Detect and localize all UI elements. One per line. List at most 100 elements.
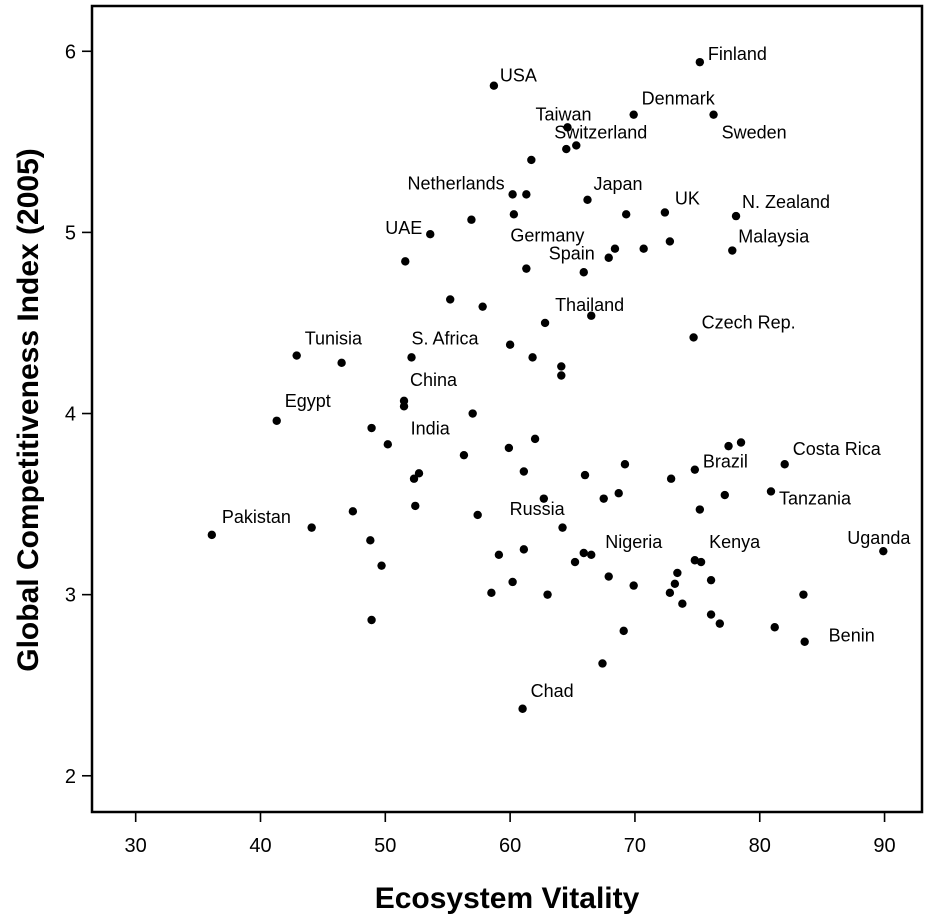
point-label: Uganda	[847, 528, 911, 548]
data-point	[689, 333, 698, 342]
data-point	[731, 211, 741, 221]
point-label: S. Africa	[412, 328, 480, 348]
data-point	[695, 57, 705, 67]
data-point	[587, 311, 596, 320]
data-point	[527, 155, 536, 165]
data-point	[720, 490, 729, 500]
data-point	[518, 704, 527, 713]
point-label: Egypt	[285, 391, 331, 411]
point-label: Netherlands	[408, 173, 505, 193]
x-axis: 30 40 50 60 70 80 90	[125, 812, 896, 857]
x-tick-label: 60	[499, 835, 521, 857]
data-point	[557, 362, 566, 371]
plot-frame	[90, 4, 924, 814]
data-point	[487, 588, 496, 598]
data-point	[678, 599, 687, 608]
point-label: Sweden	[722, 123, 787, 143]
data-point	[639, 244, 648, 253]
data-point	[377, 561, 386, 570]
data-point	[660, 208, 670, 217]
data-point	[728, 246, 737, 255]
data-point	[528, 353, 537, 362]
point-label: N. Zealand	[742, 192, 830, 212]
data-point	[489, 81, 499, 90]
data-point	[272, 416, 281, 425]
data-point	[800, 637, 809, 646]
data-point	[383, 440, 393, 449]
data-point	[307, 523, 316, 532]
data-point	[563, 123, 572, 132]
data-point	[670, 579, 680, 588]
point-label: Germany	[510, 226, 584, 246]
data-point	[620, 460, 630, 469]
data-point	[572, 141, 581, 150]
x-tick-label: 30	[125, 835, 147, 857]
data-point	[509, 210, 519, 219]
data-point	[543, 590, 552, 599]
data-point	[604, 253, 613, 262]
data-point	[583, 195, 592, 205]
data-point	[696, 557, 706, 567]
data-point	[539, 494, 549, 503]
point-label: India	[411, 419, 451, 439]
point-label: Chad	[531, 681, 574, 701]
data-point	[399, 396, 409, 406]
data-point	[706, 610, 716, 619]
data-point	[621, 210, 631, 219]
y-tick-label: 6	[65, 41, 76, 63]
y-tick-label: 5	[65, 222, 76, 244]
data-point	[665, 237, 675, 246]
x-tick-label: 80	[749, 835, 771, 857]
point-label: Spain	[549, 243, 595, 263]
data-point	[766, 487, 776, 496]
y-tick-label: 3	[65, 585, 76, 607]
data-point	[504, 443, 514, 453]
data-point	[467, 215, 476, 224]
data-point	[367, 423, 376, 433]
point-label: Nigeria	[605, 532, 663, 552]
x-tick-label: 90	[873, 835, 895, 857]
point-label: UK	[675, 188, 700, 208]
data-point	[411, 501, 420, 511]
data-point	[426, 230, 435, 239]
y-tick-label: 2	[65, 766, 76, 788]
data-point	[780, 460, 789, 469]
data-point	[579, 268, 588, 277]
point-label: China	[410, 370, 458, 390]
point-label: Kenya	[709, 532, 761, 552]
data-point	[695, 505, 705, 514]
data-point	[715, 619, 725, 628]
data-point	[558, 523, 567, 532]
point-label: Tanzania	[779, 488, 852, 508]
data-point	[587, 550, 596, 560]
data-point	[409, 474, 419, 483]
point-label: Denmark	[642, 89, 716, 109]
point-label: Benin	[829, 626, 875, 646]
point-label: Tunisia	[305, 329, 363, 349]
point-labels: Finland USA Denmark Sweden TaiwanSwitzerland…	[222, 44, 912, 701]
point-label: Taiwan	[536, 104, 592, 124]
data-point	[562, 144, 571, 154]
x-tick-label: 70	[624, 835, 646, 857]
data-point	[348, 507, 358, 516]
point-label: Russia	[510, 499, 566, 519]
point-label: Switzerland	[554, 122, 647, 142]
data-point	[366, 536, 375, 545]
point-label: USA	[500, 66, 537, 86]
data-point	[598, 659, 607, 668]
point-label: Malaysia	[738, 227, 810, 247]
data-point	[459, 450, 469, 460]
data-point	[292, 351, 301, 360]
data-point	[724, 441, 733, 451]
data-point	[666, 474, 676, 483]
point-label: Japan	[594, 174, 643, 194]
y-tick-label: 4	[65, 404, 76, 426]
point-label: Brazil	[703, 452, 748, 472]
data-point	[407, 353, 416, 362]
data-point	[673, 568, 682, 578]
point-label: Thailand	[555, 295, 624, 315]
x-axis-title: Ecosystem Vitality	[375, 882, 640, 915]
data-point	[468, 409, 477, 418]
data-point	[401, 257, 410, 266]
